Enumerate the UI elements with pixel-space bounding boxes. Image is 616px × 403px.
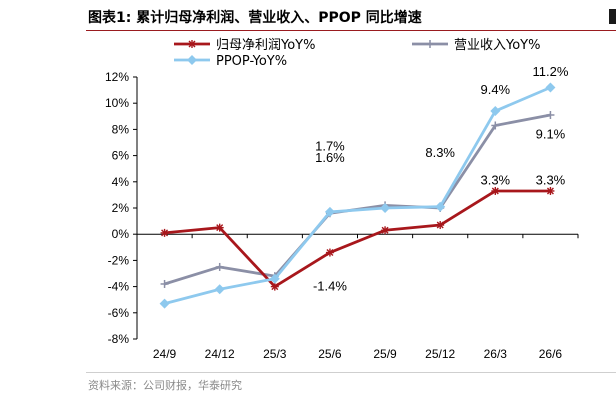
data-point: [187, 55, 197, 65]
data-point: [491, 186, 500, 195]
data-point: [436, 221, 445, 230]
data-point: [215, 262, 224, 271]
data-point: [490, 106, 501, 117]
data-label: 1.6%: [315, 150, 345, 165]
x-tick-label: 24/9: [153, 347, 177, 361]
x-tick-label: 26/6: [539, 347, 563, 361]
data-point: [159, 298, 170, 309]
series-line: [164, 189, 551, 289]
x-tick-label: 25/12: [425, 347, 455, 361]
marker-stroke: [546, 187, 554, 195]
data-label: -1.4%: [313, 279, 347, 294]
series-1: [160, 110, 555, 288]
data-label: 9.4%: [480, 82, 510, 97]
marker-stroke: [436, 221, 444, 229]
y-tick-label: 4%: [112, 175, 130, 189]
y-tick-label: -6%: [108, 306, 130, 320]
data-label: 11.2%: [532, 64, 568, 79]
y-tick-label: 0%: [112, 227, 130, 241]
marker-stroke: [216, 224, 224, 232]
edge-marker: [609, 9, 616, 24]
legend-label: PPOP-YoY%: [216, 54, 287, 69]
source-rule: [86, 372, 616, 373]
data-point: [160, 279, 169, 288]
y-tick-label: -4%: [108, 280, 130, 294]
legend-label: 归母净利润YoY%: [216, 38, 315, 53]
series-line: [164, 113, 551, 286]
marker-stroke: [161, 229, 169, 237]
y-tick-label: -8%: [108, 332, 130, 346]
data-point: [324, 206, 335, 217]
y-tick-label: 8%: [112, 122, 130, 136]
x-tick-label: 25/6: [318, 347, 342, 361]
marker-stroke: [271, 283, 279, 291]
marker-stroke: [381, 226, 389, 234]
data-label: 1.7%: [315, 138, 345, 153]
data-point: [426, 40, 434, 48]
source-note: 资料来源：公司财报，华泰研究: [88, 379, 242, 392]
data-point: [270, 282, 279, 291]
marker-stroke: [326, 249, 334, 257]
series-layer: [159, 82, 556, 309]
data-point: [380, 203, 391, 213]
series-line: [164, 86, 551, 305]
data-point: [160, 228, 169, 237]
data-label: 3.3%: [536, 172, 566, 187]
data-point: [381, 226, 390, 235]
data-label: 9.1%: [536, 127, 566, 142]
marker-stroke: [188, 40, 196, 48]
annotation-layer: 1.7%1.6% -1.4% 8.3% 9.4% 3.3% 11.2% 9.1% 3.3%: [313, 64, 569, 294]
title-rule: [86, 30, 616, 31]
x-tick-label: 25/3: [263, 347, 287, 361]
data-point: [545, 82, 556, 93]
y-tick-label: -2%: [108, 253, 130, 267]
y-tick-label: 6%: [112, 149, 130, 163]
x-tick-label: 24/12: [205, 347, 235, 361]
legend-item-1: 营业收入YoY%: [412, 38, 540, 53]
series-0: [160, 186, 555, 291]
data-point: [546, 186, 555, 195]
legend: 归母净利润YoY% 营业收入YoY% PPOP-YoY%: [174, 38, 540, 69]
data-point: [491, 121, 500, 130]
data-point: [215, 223, 224, 232]
legend-item-2: PPOP-YoY%: [174, 54, 287, 69]
data-point: [188, 40, 196, 48]
y-tick-label: 10%: [105, 96, 129, 110]
chart-title: 图表1: 累计归母净利润、营业收入、PPOP 同比增速: [88, 10, 422, 26]
data-point: [435, 201, 446, 212]
y-tick-label: 2%: [112, 201, 130, 215]
series-2: [159, 82, 556, 309]
marker-stroke: [491, 187, 499, 195]
x-tick-label: 26/3: [484, 347, 508, 361]
data-point: [325, 248, 334, 257]
data-label: 3.3%: [480, 172, 510, 187]
x-tick-label: 25/9: [373, 347, 397, 361]
legend-item-0: 归母净利润YoY%: [174, 38, 315, 53]
data-point: [214, 284, 225, 295]
data-point: [546, 110, 555, 119]
y-tick-label: 12%: [105, 70, 129, 84]
data-point: [269, 273, 280, 284]
legend-label: 营业收入YoY%: [454, 38, 540, 53]
axes: -8% -6% -4% -2% 0% 2% 4% 6% 8% 10% 12% 24/9 24/12 25/…: [105, 70, 579, 361]
data-label: 8.3%: [425, 145, 455, 160]
